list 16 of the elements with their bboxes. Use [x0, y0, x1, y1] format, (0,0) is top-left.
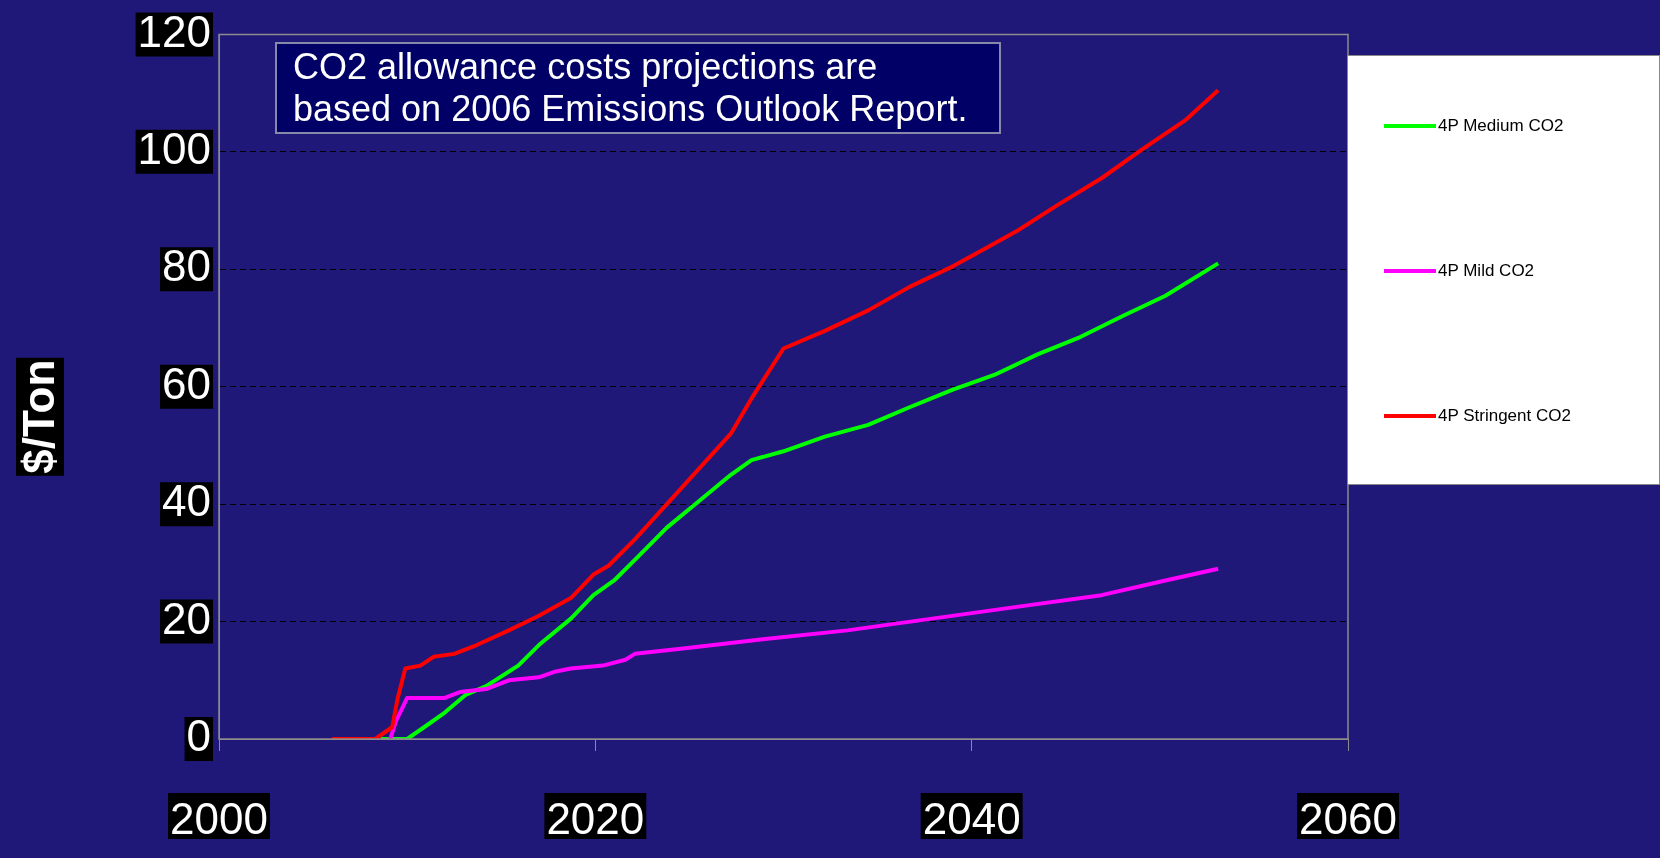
legend-label: 4P Stringent CO2 [1438, 406, 1571, 426]
y-tick-label: 80 [162, 241, 211, 291]
y-tick-label: 100 [137, 123, 211, 173]
x-tick-label: 2040 [922, 793, 1021, 843]
y-tick-label: 40 [162, 476, 211, 526]
x-tick-label: 2020 [546, 793, 645, 843]
x-tick-label: 2000 [170, 793, 268, 843]
y-axis-title: $/Ton [14, 359, 64, 474]
legend-label: 4P Mild CO2 [1438, 261, 1535, 281]
annotation: CO2 allowance costs projections are based on 2006 Emissions Outlook Report. [275, 42, 1001, 134]
x-tick-label: 2060 [1299, 793, 1397, 843]
y-tick-label: 120 [137, 6, 211, 56]
legend-label: 4P Medium CO2 [1438, 116, 1564, 136]
y-tick-label: 0 [186, 711, 211, 761]
y-tick-label: 60 [162, 358, 211, 408]
y-tick-label: 20 [162, 593, 211, 643]
